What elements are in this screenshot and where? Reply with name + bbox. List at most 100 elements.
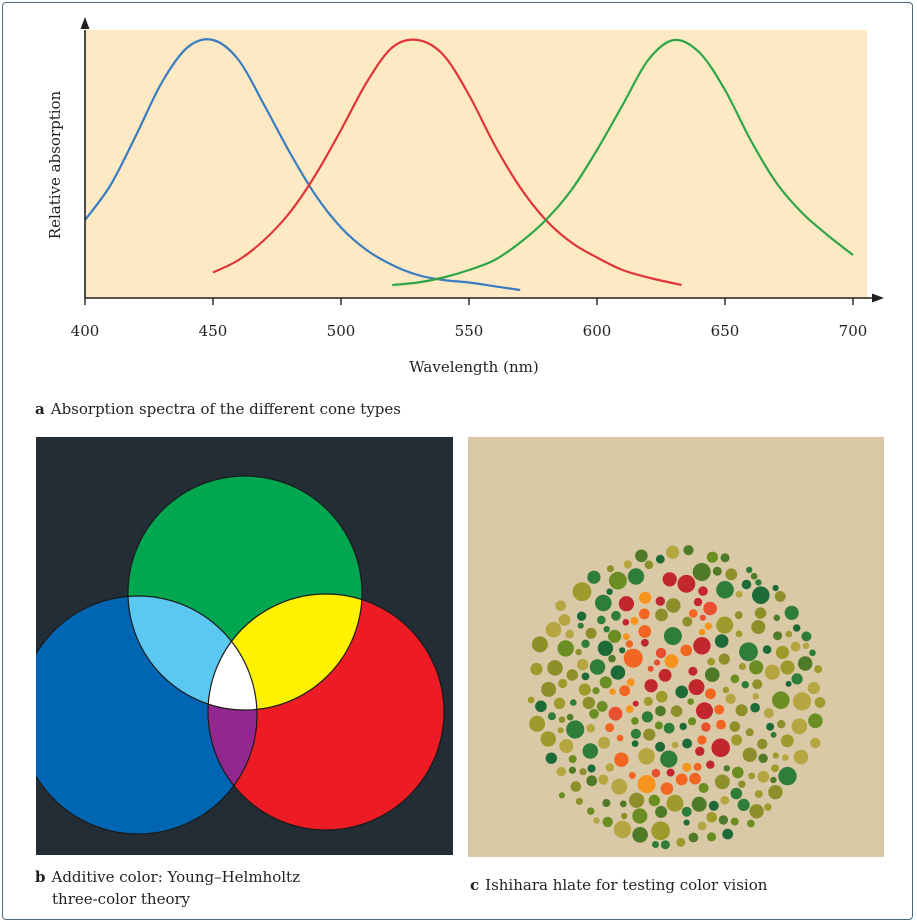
ishihara-field-dot [576,611,587,621]
caption-c: c Ishihara hlate for testing color vision [470,874,767,896]
ishihara-field-dot [666,545,680,559]
ishihara-field-dot [681,806,692,817]
ishihara-field-dot [716,581,734,599]
ishihara-field-dot [780,660,795,675]
ishihara-field-dot [768,785,783,800]
ishihara-figure-dot [680,644,692,657]
ishihara-figure-dot [609,688,616,695]
ishihara-field-dot [630,728,641,739]
ishihara-field-dot [720,553,730,563]
ishihara-figure-dot [696,702,713,720]
ishihara-field-dot [730,674,740,684]
ishihara-field-dot [547,660,563,676]
x-tick-label: 550 [455,322,484,340]
ishihara-field-dot [582,696,595,710]
ishihara-field-dot [784,605,799,620]
ishihara-field-dot [790,641,801,652]
ishihara-field-dot [792,692,812,711]
ishihara-field-dot [648,794,660,807]
ishihara-field-dot [643,696,653,706]
ishihara-field-dot [683,819,690,826]
ishihara-figure-dot [638,608,650,620]
x-tick-label: 450 [199,322,228,340]
ishihara-figure-dot [626,678,635,687]
ishihara-field-dot [602,799,611,807]
ishihara-field-dot [706,551,718,563]
ishihara-field-dot [587,570,601,584]
ishihara-field-dot [592,687,600,695]
ishihara-field-dot [741,681,749,689]
ishihara-field-dot [751,620,766,634]
ishihara-field-dot [735,590,743,598]
ishihara-field-dot [698,782,709,793]
ishihara-field-dot [742,747,757,762]
ishihara-field-dot [655,554,665,564]
absorption-curve-1 [84,38,521,292]
ishihara-field-dot [608,629,622,643]
ishihara-figure-dot [693,637,711,655]
ishihara-field-dot [598,736,611,749]
ishihara-field-dot [747,819,755,828]
ishihara-field-dot [679,722,687,731]
ishihara-field-dot [732,766,744,779]
ishihara-figure-dot [658,668,672,682]
ishihara-field-dot [572,582,592,602]
ishihara-field-dot [570,781,582,792]
ishihara-field-dot [773,614,781,622]
caption-b: b Additive color: Young–Helmholtz three-c… [35,866,415,910]
ishihara-figure-dot [641,638,649,647]
ishihara-field-dot [576,658,589,671]
ishihara-field-dot [772,691,790,709]
ishihara-field-dot [749,660,764,675]
caption-b-line1: Additive color: Young–Helmholtz [51,868,300,886]
absorption-spectra-chart: 400 450 500 550 600 650 700 Wavelength (nm) Re… [46,17,884,376]
ishihara-field-dot [541,681,557,697]
chart-plot-background [85,30,867,298]
ishihara-field-dot [557,727,564,734]
ishihara-field-dot [793,749,809,765]
ishihara-figure-dot [605,723,615,733]
x-axis-label: Wavelength (nm) [409,358,538,376]
ishihara-field-dot [798,656,813,671]
ishihara-field-dot [729,721,741,732]
ishihara-figure-dot [697,735,707,745]
ishihara-field-dot [706,812,717,823]
ishihara-field-dot [619,647,626,654]
ishihara-field-dot [570,699,577,706]
ishihara-figure-dot [688,609,698,618]
ishihara-field-dot [723,765,730,772]
ishihara-field-dot [643,728,656,741]
ishihara-field-dot [682,738,693,749]
ishihara-field-dot [587,764,596,773]
ishihara-field-dot [773,631,783,641]
ishihara-field-dot [809,649,816,657]
ishihara-figure-dot [693,762,702,771]
ishihara-field-dot [718,815,729,825]
ishihara-field-dot [752,693,760,700]
ishihara-figure-dot [628,771,636,779]
ishihara-field-dot [754,790,763,799]
y-axis-label: Relative absorption [46,90,64,239]
ishihara-field-dot [545,621,562,638]
ishihara-field-dot [529,715,546,732]
ishihara-figure-dot [666,768,675,777]
ishihara-field-dot [651,821,670,841]
caption-c-letter: c [470,876,480,894]
ishihara-field-dot [575,648,582,656]
ishihara-field-dot [735,704,748,717]
ishihara-field-dot [631,740,639,747]
ishihara-field-dot [531,636,548,653]
absorption-curve-3 [392,38,854,287]
ishihara-field-dot [807,682,820,695]
ishihara-field-dot [670,705,683,717]
ishihara-field-dot [593,817,600,824]
ishihara-field-dot [752,679,763,690]
ishihara-field-dot [778,766,797,786]
ishihara-field-dot [705,667,720,682]
additive-color-venn [36,437,453,855]
ishihara-field-dot [621,812,628,820]
ishihara-figure-dot [644,679,658,693]
ishihara-field-dot [810,737,821,749]
ishihara-field-dot [597,615,606,625]
